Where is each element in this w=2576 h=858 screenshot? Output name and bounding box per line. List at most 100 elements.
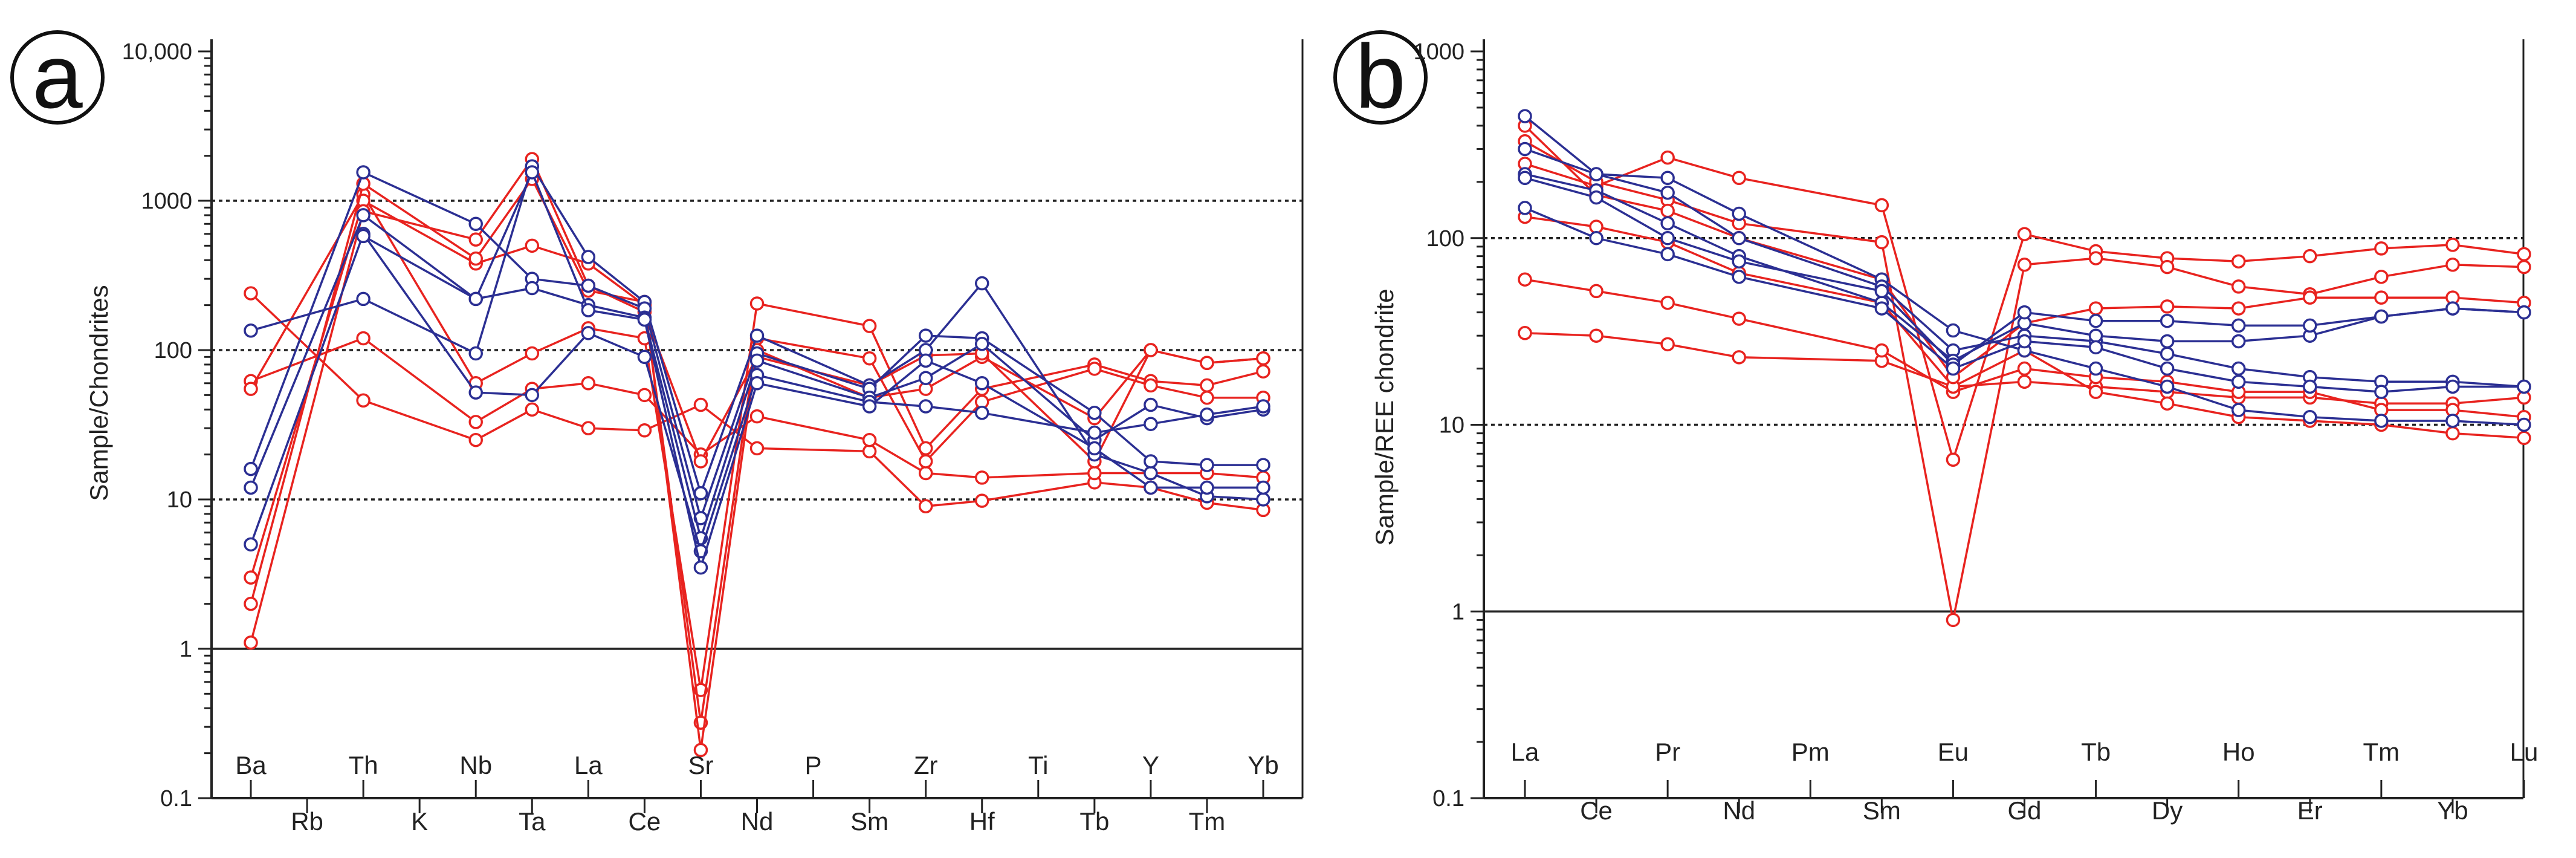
b-data-point-red-4	[1874, 198, 1889, 213]
b-data-point-red-5	[2160, 259, 2175, 275]
panel-b-series	[1518, 109, 2531, 628]
a-data-point-blue-3	[918, 371, 933, 385]
b-category-label-nd: Nd	[1723, 796, 1755, 825]
a-data-point-blue-5	[637, 312, 652, 327]
b-data-point-red-2	[1732, 311, 1746, 326]
panel-a-series	[244, 152, 1270, 758]
a-data-point-red-2	[356, 331, 371, 346]
a-category-label-yb: Yb	[1248, 751, 1278, 779]
b-data-point-red-5	[1874, 235, 1889, 250]
a-category-label-zr: Zr	[914, 751, 938, 779]
b-y-tick-label: 1	[1452, 599, 1464, 625]
b-category-label-gd: Gd	[2007, 796, 2041, 825]
b-data-point-blue-3	[2160, 334, 2175, 349]
a-data-point-blue-5	[862, 399, 877, 414]
panel-a-ylabel: Sample/Chondrites	[85, 285, 113, 501]
b-data-point-blue-1	[2088, 361, 2103, 376]
b-data-point-blue-5	[2088, 340, 2103, 355]
a-data-point-red-5	[693, 743, 708, 758]
a-y-tick-label: 1	[180, 637, 192, 662]
a-data-point-red-6	[244, 635, 258, 650]
a-data-point-red-1	[244, 286, 258, 301]
a-y-tick-label: 1000	[141, 189, 192, 214]
a-data-point-blue-3	[356, 208, 371, 223]
a-data-point-blue-1	[244, 323, 258, 338]
a-category-label-sm: Sm	[850, 807, 888, 836]
a-data-point-blue-5	[974, 376, 989, 391]
b-y-tick-label: 100	[1426, 226, 1464, 252]
b-data-point-blue-1	[2231, 403, 2246, 417]
b-category-label-sm: Sm	[1863, 796, 1901, 825]
a-category-label-y: Y	[1142, 751, 1159, 779]
b-data-point-red-2	[1874, 343, 1889, 358]
a-data-point-blue-1	[749, 328, 765, 343]
b-data-point-red-5	[2445, 258, 2460, 272]
a-data-point-red-4	[918, 454, 933, 469]
b-data-point-blue-1	[2160, 379, 2175, 394]
a-data-point-blue-5	[749, 376, 765, 391]
a-category-label-tm: Tm	[1189, 807, 1226, 836]
a-data-point-red-4	[244, 570, 258, 585]
b-data-point-red-5	[2017, 258, 2032, 272]
a-data-point-blue-1	[356, 291, 371, 307]
b-data-point-red-4	[1946, 452, 1961, 467]
b-data-point-blue-4	[2517, 305, 2531, 320]
a-category-label-k: K	[411, 807, 428, 836]
b-data-point-blue-1	[1732, 206, 1746, 221]
a-series-line-blue-5	[363, 171, 1263, 569]
a-data-point-blue-5	[918, 353, 933, 368]
b-data-point-red-6	[2231, 301, 2246, 316]
b-data-point-blue-3	[1660, 216, 1675, 231]
b-series-red-3	[1518, 209, 2531, 446]
panel-b-chart: b Sample/REE chondrite 0.1 1 10 100 1000 La C…	[1333, 25, 2538, 825]
a-data-point-blue-4	[1144, 417, 1158, 431]
b-category-label-ce: Ce	[1580, 796, 1613, 825]
b-category-label-tm: Tm	[2363, 738, 2400, 766]
b-series-line-red-4	[1524, 156, 2525, 461]
panel-b-ylabel: Sample/REE chondrite	[1370, 289, 1399, 546]
a-data-point-red-4	[862, 351, 877, 366]
b-data-point-red-2	[2017, 361, 2032, 376]
a-data-point-red-1	[974, 493, 989, 508]
b-data-point-red-1	[1518, 326, 1532, 340]
a-data-point-blue-5	[581, 303, 596, 317]
a-data-point-red-2	[468, 415, 483, 429]
a-data-point-blue-4	[244, 537, 258, 552]
b-data-point-red-4	[2017, 227, 2032, 241]
a-data-point-red-1	[356, 393, 371, 408]
a-series-line-red-4	[250, 200, 1263, 724]
a-series-line-red-5	[250, 178, 1264, 752]
a-data-point-red-6	[693, 454, 708, 469]
b-data-point-blue-4	[1660, 231, 1675, 245]
panel-a-letter: a	[32, 25, 83, 127]
a-category-label-sr: Sr	[688, 751, 713, 779]
b-data-point-blue-4	[1874, 284, 1889, 299]
b-data-point-blue-5	[2303, 379, 2317, 394]
a-data-point-red-6	[468, 232, 483, 247]
b-data-point-blue-3	[2231, 334, 2246, 349]
a-data-point-blue-3	[749, 353, 765, 368]
a-data-point-red-5	[244, 596, 258, 611]
b-data-point-red-3	[2517, 431, 2531, 446]
b-data-point-blue-1	[2517, 417, 2531, 432]
a-data-point-blue-5	[468, 291, 483, 307]
b-category-label-tb: Tb	[2081, 738, 2111, 766]
b-data-point-red-6	[2303, 290, 2317, 305]
b-data-point-red-1	[1589, 328, 1604, 343]
a-series-blue-5	[356, 165, 1270, 575]
b-data-point-red-5	[2374, 270, 2389, 284]
a-category-label-ti: Ti	[1028, 751, 1048, 779]
a-category-label-la: La	[574, 751, 603, 779]
b-data-point-blue-5	[2231, 374, 2246, 389]
a-data-point-red-2	[974, 470, 989, 485]
a-data-point-blue-3	[244, 480, 258, 495]
b-data-point-red-6	[1660, 203, 1675, 218]
b-data-point-blue-5	[1874, 301, 1889, 316]
b-data-point-blue-4	[1589, 190, 1604, 205]
a-data-point-blue-1	[693, 486, 708, 501]
a-data-point-blue-2	[1144, 454, 1158, 469]
b-data-point-red-4	[1660, 150, 1675, 165]
a-data-point-red-3	[862, 319, 877, 333]
b-data-point-blue-4	[1732, 254, 1746, 269]
